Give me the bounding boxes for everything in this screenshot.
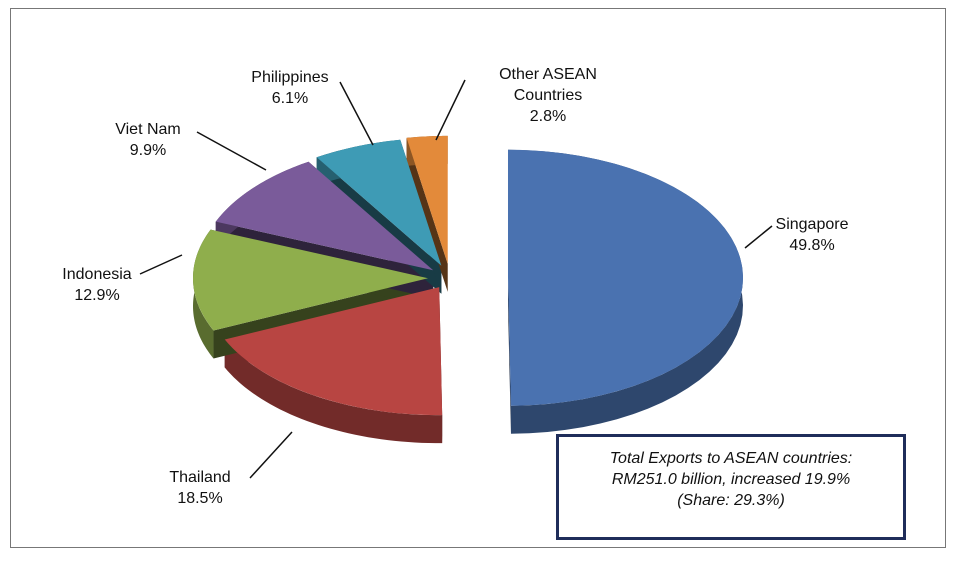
- slice-label-value: 2.8%: [529, 108, 567, 125]
- slice-label-value: 18.5%: [177, 490, 223, 507]
- slice-label-name: Indonesia: [62, 266, 132, 283]
- slice-label: Indonesia 12.9%: [27, 264, 167, 306]
- leader-line: [139, 254, 183, 275]
- slice-label-name: Viet Nam: [115, 121, 181, 138]
- leader-line: [435, 79, 466, 141]
- annotation-line: RM251.0 billion, increased 19.9%: [611, 471, 851, 488]
- slice-radial-wall: [507, 277, 511, 434]
- annotation-box: Total Exports to ASEAN countries: RM251.…: [556, 434, 906, 540]
- slice-radial-wall: [406, 137, 448, 292]
- slice-label: Thailand 18.5%: [130, 467, 270, 509]
- pie-slice: [224, 287, 443, 416]
- leader-line: [196, 131, 267, 171]
- slice-label-value: 12.9%: [74, 287, 120, 304]
- pie-slice: [316, 139, 442, 266]
- annotation-line: (Share: 29.3%): [677, 492, 785, 509]
- pie-slice: [193, 229, 429, 331]
- slice-label-value: 9.9%: [129, 142, 167, 159]
- slice-label-name: Singapore: [775, 216, 849, 233]
- slice-label-value: 49.8%: [789, 237, 835, 254]
- slice-label-name: Thailand: [169, 469, 231, 486]
- slice-label: Other ASEAN Countries 2.8%: [488, 64, 608, 127]
- slice-outer-wall: [224, 339, 443, 444]
- annotation-line: Total Exports to ASEAN countries:: [609, 450, 853, 467]
- slice-label: Philippines 6.1%: [220, 67, 360, 109]
- leader-line: [339, 81, 374, 146]
- chart-frame: [10, 8, 946, 548]
- pie-slice: [406, 135, 448, 264]
- slice-label: Viet Nam 9.9%: [78, 119, 218, 161]
- pie-slice: [215, 161, 434, 271]
- slice-tops: [193, 135, 743, 416]
- leader-line: [744, 225, 773, 249]
- slice-label-value: 6.1%: [271, 90, 309, 107]
- slice-label: Singapore 49.8%: [742, 214, 882, 256]
- slice-label-name: Philippines: [251, 69, 329, 86]
- slice-label-name: Other ASEAN Countries: [499, 66, 597, 104]
- pie-slice: [507, 149, 743, 406]
- leader-line: [249, 431, 293, 479]
